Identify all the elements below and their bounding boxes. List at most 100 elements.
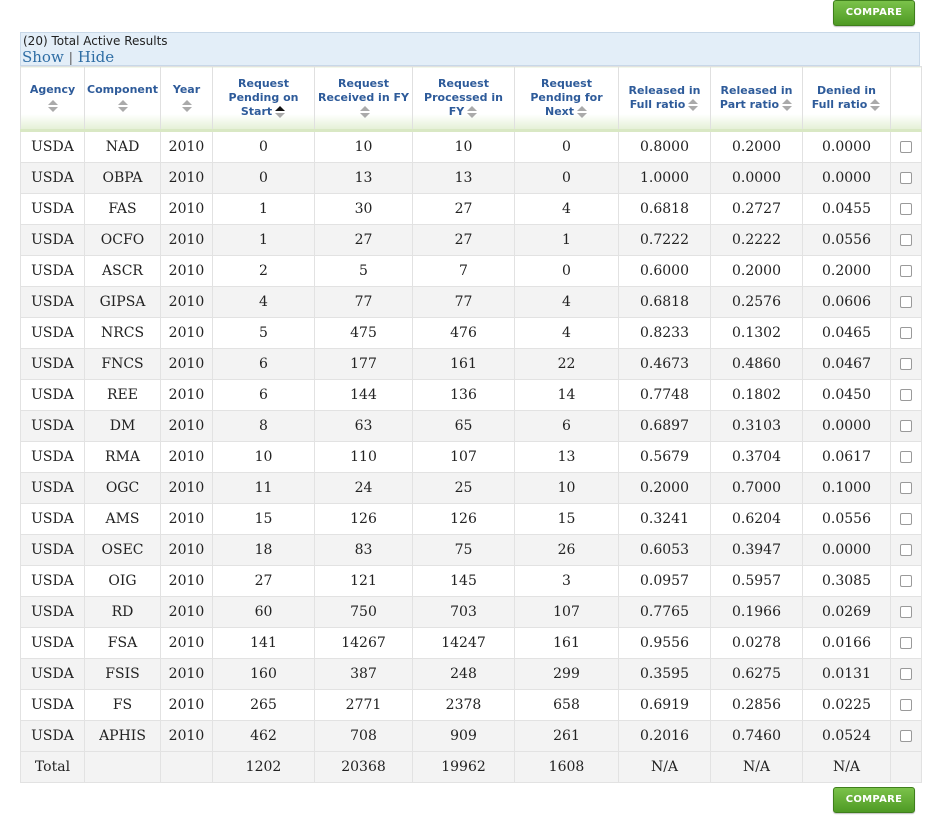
total-cell-received: 20368 (314, 751, 413, 783)
cell-year: 2010 (160, 441, 213, 473)
sort-arrows-icon[interactable] (869, 98, 881, 112)
cell-released_part: 0.2000 (710, 130, 803, 163)
column-header-agency[interactable]: Agency (20, 66, 85, 132)
column-header-component[interactable]: Component (84, 66, 161, 132)
cell-denied_full: 0.0556 (802, 224, 891, 256)
row-select-checkbox[interactable] (900, 141, 912, 153)
cell-pending_next: 0 (514, 162, 619, 194)
cell-released_part: 0.2222 (710, 224, 803, 256)
cell-pending_next: 1 (514, 224, 619, 256)
row-select-checkbox[interactable] (900, 730, 912, 742)
cell-received: 387 (314, 658, 413, 690)
cell-released_full: 0.8233 (618, 317, 711, 349)
row-select-checkbox[interactable] (900, 451, 912, 463)
row-select-checkbox[interactable] (900, 203, 912, 215)
sort-arrows-icon[interactable] (576, 105, 588, 119)
cell-component: OBPA (84, 162, 161, 194)
cell-received: 27 (314, 224, 413, 256)
cell-component: ASCR (84, 255, 161, 287)
cell-pending_next: 6 (514, 410, 619, 442)
column-header-year[interactable]: Year (160, 66, 213, 132)
cell-agency: USDA (20, 720, 85, 752)
table-row: USDA OSEC 2010 18 83 75 26 0.6053 0.3947 0.0000 (20, 534, 922, 566)
column-header-label: Component (87, 83, 158, 96)
cell-component: FNCS (84, 348, 161, 380)
row-select-checkbox[interactable] (900, 234, 912, 246)
table-row: USDA OGC 2010 11 24 25 10 0.2000 0.7000 0.1000 (20, 472, 922, 504)
row-select-checkbox[interactable] (900, 513, 912, 525)
row-select-checkbox[interactable] (900, 699, 912, 711)
row-select-checkbox[interactable] (900, 420, 912, 432)
cell-denied_full: 0.3085 (802, 565, 891, 597)
row-select-checkbox[interactable] (900, 358, 912, 370)
row-select-checkbox[interactable] (900, 172, 912, 184)
cell-component: FSA (84, 627, 161, 659)
sort-arrows-icon[interactable] (359, 105, 371, 119)
sort-arrows-icon[interactable] (47, 99, 59, 113)
cell-released_full: 0.9556 (618, 627, 711, 659)
cell-received: 63 (314, 410, 413, 442)
cell-denied_full: 0.0225 (802, 689, 891, 721)
table-row: USDA OIG 2010 27 121 145 3 0.0957 0.5957 0.3085 (20, 565, 922, 597)
sort-arrows-icon[interactable] (274, 105, 286, 119)
column-header-processed[interactable]: Request Processed in FY (412, 66, 515, 132)
cell-agency: USDA (20, 162, 85, 194)
show-hide-toggle: Show | Hide (22, 48, 114, 66)
cell-year: 2010 (160, 162, 213, 194)
compare-button-top[interactable]: COMPARE (833, 0, 915, 26)
cell-year: 2010 (160, 720, 213, 752)
column-header-denied_full[interactable]: Denied in Full ratio (802, 66, 891, 132)
column-header-received[interactable]: Request Received in FY (314, 66, 413, 132)
row-select-checkbox[interactable] (900, 296, 912, 308)
cell-agency: USDA (20, 379, 85, 411)
column-header-select (890, 66, 922, 132)
table-row: USDA RD 2010 60 750 703 107 0.7765 0.1966 0.0269 (20, 596, 922, 628)
row-select-checkbox[interactable] (900, 575, 912, 587)
cell-agency: USDA (20, 689, 85, 721)
sort-arrows-icon[interactable] (687, 98, 699, 112)
row-select-checkbox[interactable] (900, 637, 912, 649)
cell-denied_full: 0.0556 (802, 503, 891, 535)
cell-pending_next: 3 (514, 565, 619, 597)
cell-received: 13 (314, 162, 413, 194)
cell-pending_next: 0 (514, 130, 619, 163)
table-row: USDA ASCR 2010 2 5 7 0 0.6000 0.2000 0.2000 (20, 255, 922, 287)
cell-pending_next: 14 (514, 379, 619, 411)
cell-agency: USDA (20, 534, 85, 566)
row-select-checkbox[interactable] (900, 544, 912, 556)
column-header-pending_start[interactable]: Request Pending on Start (212, 66, 315, 132)
cell-agency: USDA (20, 503, 85, 535)
cell-denied_full: 0.0000 (802, 534, 891, 566)
cell-released_part: 0.2000 (710, 255, 803, 287)
sort-arrows-icon[interactable] (466, 105, 478, 119)
column-header-pending_next[interactable]: Request Pending for Next (514, 66, 619, 132)
hide-link[interactable]: Hide (77, 48, 115, 66)
table-row: USDA REE 2010 6 144 136 14 0.7748 0.1802 0.0450 (20, 379, 922, 411)
compare-button-bottom[interactable]: COMPARE (833, 787, 915, 813)
row-select-checkbox[interactable] (900, 606, 912, 618)
cell-pending_start: 160 (212, 658, 315, 690)
sort-arrows-icon[interactable] (781, 98, 793, 112)
row-select-checkbox[interactable] (900, 668, 912, 680)
sort-arrows-icon[interactable] (181, 99, 193, 113)
total-cell-denied_full: N/A (802, 751, 891, 783)
cell-pending_start: 265 (212, 689, 315, 721)
cell-denied_full: 0.0467 (802, 348, 891, 380)
column-header-released_full[interactable]: Released in Full ratio (618, 66, 711, 132)
cell-pending_start: 15 (212, 503, 315, 535)
show-link[interactable]: Show (22, 48, 64, 66)
cell-agency: USDA (20, 627, 85, 659)
cell-released_full: 0.6818 (618, 286, 711, 318)
cell-agency: USDA (20, 348, 85, 380)
table-row: USDA FS 2010 265 2771 2378 658 0.6919 0.2856 0.02… (20, 689, 922, 721)
sort-arrows-icon[interactable] (117, 99, 129, 113)
cell-pending_next: 10 (514, 472, 619, 504)
row-select-checkbox[interactable] (900, 265, 912, 277)
row-select-cell (890, 130, 922, 163)
row-select-checkbox[interactable] (900, 482, 912, 494)
column-header-released_part[interactable]: Released in Part ratio (710, 66, 803, 132)
row-select-checkbox[interactable] (900, 327, 912, 339)
row-select-checkbox[interactable] (900, 389, 912, 401)
row-select-cell (890, 255, 922, 287)
cell-component: GIPSA (84, 286, 161, 318)
